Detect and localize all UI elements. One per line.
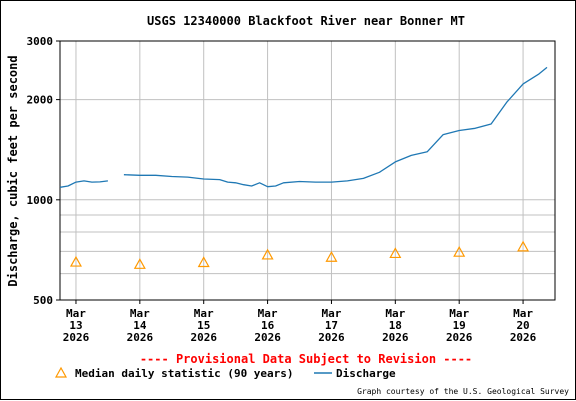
chart-gridlines xyxy=(60,40,555,301)
x-tick-label: Mar 19 2026 xyxy=(446,307,473,344)
x-tick-label: Mar 15 2026 xyxy=(190,307,217,344)
y-tick-label: 500 xyxy=(33,294,53,307)
chart-legend: Median daily statistic (90 years) Discha… xyxy=(54,366,396,380)
median-triangle-marker xyxy=(133,258,146,269)
legend-median-label: Median daily statistic (90 years) xyxy=(75,367,294,380)
provisional-note: ---- Provisional Data Subject to Revisio… xyxy=(140,352,472,366)
median-triangle-marker xyxy=(517,240,530,252)
legend-median-triangle-icon xyxy=(54,366,68,378)
discharge-line xyxy=(123,66,548,188)
graph-credit: Graph courtesy of the U.S. Geological Su… xyxy=(357,387,569,396)
discharge-line xyxy=(59,180,108,188)
x-tick-label: Mar 14 2026 xyxy=(127,307,154,344)
x-tick-label: Mar 18 2026 xyxy=(382,307,409,344)
median-triangle-marker xyxy=(69,255,82,267)
median-triangle-marker xyxy=(197,256,210,268)
x-tick-label: Mar 17 2026 xyxy=(318,307,345,344)
x-axis: Mar 13 2026 Mar 14 2026 Mar 15 2026 Mar 16 2026 Mar 1… xyxy=(63,300,537,344)
plot-area-border xyxy=(59,40,556,301)
y-tick-label: 3000 xyxy=(27,35,54,48)
y-axis: 500 1000 2000 3000 xyxy=(27,35,60,307)
legend-discharge-label: Discharge xyxy=(336,367,396,380)
y-axis-label: Discharge, cubic feet per second xyxy=(6,55,20,286)
chart-title: USGS 12340000 Blackfoot River near Bonne… xyxy=(147,14,465,28)
median-triangle-marker xyxy=(261,248,274,260)
x-tick-label: Mar 20 2026 xyxy=(510,307,537,344)
median-triangle-marker xyxy=(389,247,402,259)
y-tick-label: 1000 xyxy=(27,194,54,207)
median-triangle-marker xyxy=(453,245,466,257)
median-triangle-marker xyxy=(325,251,338,262)
x-tick-label: Mar 13 2026 xyxy=(63,307,90,344)
x-tick-label: Mar 16 2026 xyxy=(254,307,281,344)
y-tick-label: 2000 xyxy=(27,94,54,107)
chart-series xyxy=(59,66,548,269)
